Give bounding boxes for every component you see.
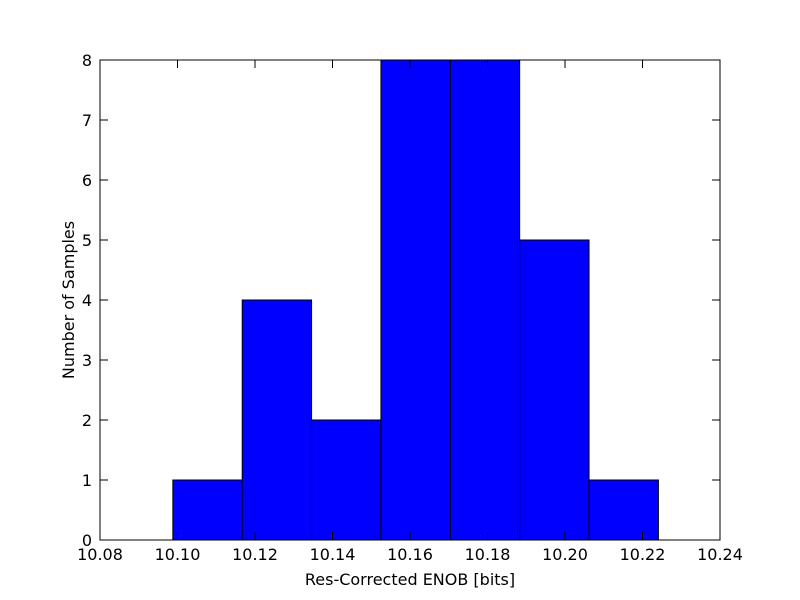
bar: [519, 239, 590, 541]
x-tick-label: 10.22: [620, 545, 666, 564]
bar: [241, 299, 313, 541]
y-tick-label: 8: [82, 51, 92, 70]
bar: [311, 419, 382, 541]
x-tick-label: 10.20: [542, 545, 588, 564]
x-axis-label: Res-Corrected ENOB [bits]: [305, 570, 515, 589]
x-tick-label: 10.14: [310, 545, 356, 564]
y-axis-label: Number of Samples: [59, 221, 78, 379]
y-tick-label: 0: [82, 531, 92, 550]
y-tick-label: 4: [82, 291, 92, 310]
x-tick-label: 10.10: [155, 545, 201, 564]
bar: [380, 59, 451, 541]
y-tick-label: 5: [82, 231, 92, 250]
y-tick-label: 1: [82, 471, 92, 490]
y-tick-label: 3: [82, 351, 92, 370]
x-tick-label: 10.16: [387, 545, 433, 564]
x-tick-label: 10.18: [465, 545, 511, 564]
y-tick-label: 6: [82, 171, 92, 190]
bar: [449, 59, 521, 541]
x-tick-label: 10.12: [232, 545, 278, 564]
bar: [172, 479, 243, 541]
y-tick-label: 2: [82, 411, 92, 430]
y-tick-label: 7: [82, 111, 92, 130]
bar: [588, 479, 659, 541]
x-tick-label: 10.24: [697, 545, 743, 564]
x-tick-label: 10.08: [77, 545, 123, 564]
